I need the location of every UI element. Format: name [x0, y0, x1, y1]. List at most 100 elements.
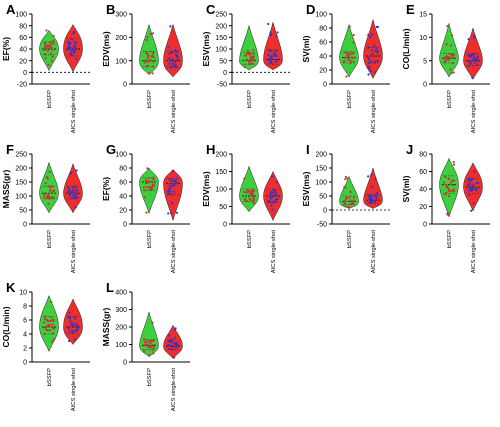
data-point	[146, 181, 149, 185]
data-point	[45, 44, 48, 47]
y-tick-label: 50	[219, 204, 227, 211]
data-point	[71, 329, 74, 332]
panel-letter: C	[206, 2, 216, 17]
data-point	[52, 323, 55, 326]
x-tick-label: bSSFP	[347, 230, 353, 248]
y-tick-label: -50	[217, 82, 227, 89]
data-point	[166, 190, 170, 193]
y-axis-label: EDV(ms)	[101, 31, 111, 67]
data-point	[72, 191, 75, 194]
data-point	[345, 197, 348, 200]
data-point	[251, 62, 254, 65]
data-point	[367, 73, 370, 76]
data-point	[348, 25, 351, 28]
data-point	[471, 177, 475, 181]
y-tick-label: 100	[115, 342, 127, 349]
data-point	[44, 57, 47, 60]
data-point	[170, 180, 173, 183]
data-point	[347, 205, 350, 208]
data-point	[367, 175, 370, 178]
data-point	[174, 60, 177, 63]
data-point	[247, 59, 251, 63]
data-point	[46, 319, 49, 322]
x-tick-label: AICS single-shot	[171, 90, 177, 134]
data-point	[50, 300, 53, 303]
data-point	[273, 200, 276, 203]
data-point	[245, 58, 248, 62]
data-point	[168, 344, 171, 347]
data-point	[74, 193, 77, 197]
panel-h: H EDV(ms) 0 50 100 150 200 bSSFP AICS single-sho…	[201, 142, 290, 273]
panel-letter: H	[206, 142, 215, 157]
data-point	[444, 193, 447, 196]
data-point	[152, 183, 155, 186]
data-point	[148, 72, 151, 75]
data-point	[376, 25, 380, 29]
data-point	[344, 178, 347, 181]
data-point	[174, 53, 178, 56]
data-point	[468, 193, 471, 197]
panel-j: J SV(ml) 0 20 40 60 80 bSSFP AICS single-shot	[401, 142, 490, 273]
data-point	[151, 321, 154, 324]
data-point	[146, 64, 150, 68]
data-point	[344, 205, 347, 208]
data-point	[168, 62, 171, 65]
y-tick-label: 50	[319, 194, 327, 201]
data-point	[74, 206, 77, 209]
data-point	[148, 353, 151, 357]
violin-bssfp	[339, 24, 359, 78]
data-point	[150, 55, 153, 58]
data-point	[371, 33, 374, 36]
data-point	[452, 56, 455, 59]
data-point	[70, 48, 74, 51]
data-point	[168, 192, 171, 195]
y-tick-label: 60	[119, 180, 127, 187]
violin-aics-single-shot	[163, 324, 183, 359]
data-point	[349, 199, 352, 202]
data-point	[143, 196, 146, 199]
data-point	[243, 197, 247, 201]
data-point	[276, 197, 279, 200]
y-tick-label: -20	[17, 82, 27, 89]
y-axis-label: CO(L/min)	[1, 306, 11, 347]
panel-e: E CO(L/min) 0 5 10 15 bSSFP AICS single-shot	[401, 2, 490, 133]
y-tick-label: 400	[115, 290, 127, 297]
data-point	[52, 189, 55, 192]
data-point	[267, 58, 270, 61]
data-point	[52, 327, 56, 330]
data-point	[170, 338, 173, 342]
data-point	[466, 183, 470, 186]
data-point	[467, 64, 470, 68]
data-point	[169, 50, 173, 54]
data-point	[52, 42, 55, 45]
data-point	[472, 53, 475, 56]
data-point	[352, 60, 355, 63]
y-tick-label: 300	[115, 307, 127, 314]
data-point	[448, 212, 451, 215]
data-point	[43, 48, 46, 51]
y-tick-label: 40	[319, 54, 327, 61]
data-point	[473, 37, 476, 40]
x-tick-label: bSSFP	[47, 230, 53, 248]
data-point	[443, 56, 447, 59]
data-point	[469, 60, 472, 63]
data-point	[273, 194, 277, 197]
data-point	[145, 38, 149, 42]
data-point	[148, 339, 151, 343]
data-point	[45, 29, 48, 32]
y-tick-label: 0	[23, 70, 27, 77]
panel-a: A EF(%) -20 0 20 40 60 80 100 bSSFP AICS single-sh…	[1, 2, 90, 133]
data-point	[272, 189, 275, 192]
data-point	[48, 170, 51, 173]
data-point	[147, 177, 150, 180]
x-tick-label: bSSFP	[47, 90, 53, 108]
data-point	[173, 190, 176, 194]
data-point	[174, 344, 177, 347]
data-point	[170, 347, 173, 350]
data-point	[452, 53, 455, 57]
data-point	[444, 60, 447, 63]
y-axis-label: CO(L/min)	[401, 28, 411, 69]
data-point	[170, 59, 173, 62]
y-axis-label: MASS(gr)	[1, 169, 11, 208]
data-point	[72, 186, 75, 189]
